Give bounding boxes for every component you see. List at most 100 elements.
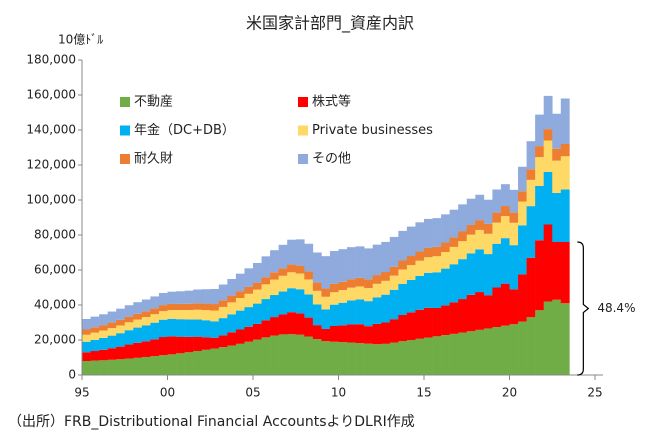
bar-segment <box>535 114 544 147</box>
legend-swatch <box>298 125 308 136</box>
bar-segment <box>218 318 228 336</box>
bar-segment <box>218 306 228 319</box>
bar-segment <box>458 241 468 260</box>
bar-segment <box>278 244 288 269</box>
legend-swatch <box>298 97 308 107</box>
bar-segment <box>398 269 408 284</box>
bar-segment <box>312 282 322 291</box>
bar-segment <box>406 226 416 256</box>
bar-segment <box>150 314 160 323</box>
bar-segment <box>338 249 348 282</box>
bar-segment <box>329 251 339 284</box>
bar-segment <box>150 296 160 309</box>
bar-segment <box>552 160 562 193</box>
bar-segment <box>321 309 331 329</box>
bar-segment <box>184 290 194 304</box>
bar-segment <box>441 242 450 252</box>
bar-segment <box>372 244 382 276</box>
bar-segment <box>483 199 493 224</box>
bar-segment <box>398 341 408 375</box>
bar-segment <box>116 346 126 360</box>
bar-segment <box>475 229 485 250</box>
bar-segment <box>372 323 382 345</box>
bar-segment <box>432 336 442 375</box>
chart-title: 米国家計部門_資産内訳 <box>246 14 414 34</box>
bar-segment <box>270 335 279 375</box>
bar-segment <box>347 287 356 301</box>
bar-segment <box>364 301 373 327</box>
bar-segment <box>253 263 262 283</box>
bar-segment <box>201 310 211 321</box>
bar-segment <box>133 327 143 343</box>
bar-segment <box>424 218 433 248</box>
bar-segment <box>176 310 185 320</box>
bar-segment <box>210 304 220 311</box>
bar-segment <box>458 299 468 333</box>
bar-segment <box>295 239 305 266</box>
bar-segment <box>475 220 485 230</box>
bar-segment <box>338 281 348 291</box>
bar-segment <box>244 286 254 294</box>
bar-segment <box>158 293 168 306</box>
bar-segment <box>560 98 570 144</box>
bar-segment <box>466 294 476 332</box>
bar-segment <box>150 322 160 340</box>
bar-segment <box>355 343 365 375</box>
bar-segment <box>312 252 322 283</box>
bar-segment <box>304 294 314 318</box>
bar-segment <box>543 140 553 172</box>
bar-segment <box>475 329 485 375</box>
bar-segment <box>107 322 117 329</box>
bar-segment <box>244 268 254 287</box>
bar-segment <box>82 319 91 330</box>
bar-segment <box>167 318 177 337</box>
bar-segment <box>150 308 160 315</box>
bar-segment <box>193 303 202 310</box>
bar-segment <box>201 320 211 338</box>
bar-segment <box>304 317 314 337</box>
bar-segment <box>432 256 442 273</box>
bar-segment <box>338 302 348 326</box>
bar-segment <box>475 194 485 221</box>
bar-segment <box>492 243 502 288</box>
bar-segment <box>389 266 399 276</box>
bar-segment <box>278 334 288 375</box>
bar-segment <box>424 257 433 273</box>
bar-segment <box>295 265 305 274</box>
bar-segment <box>424 247 433 258</box>
bar-segment <box>432 218 442 247</box>
bar-segment <box>193 309 202 320</box>
bar-segment <box>227 314 237 333</box>
bar-segment <box>381 272 391 281</box>
bar-segment <box>432 307 442 337</box>
bar-segment <box>355 286 365 300</box>
bar-segment <box>526 141 536 170</box>
bar-segment <box>381 241 391 273</box>
bar-segment <box>116 308 126 320</box>
bar-segment <box>270 272 279 280</box>
bar-segment <box>82 341 91 353</box>
bar-segment <box>329 304 339 326</box>
bar-segment <box>398 314 408 342</box>
bar-segment <box>218 300 228 307</box>
y-tick-label: 20,000 <box>34 333 76 347</box>
y-tick-label: 100,000 <box>26 193 76 207</box>
bar-segment <box>99 330 108 338</box>
bar-segment <box>227 345 237 375</box>
bar-segment <box>99 349 108 361</box>
bar-segment <box>492 212 502 223</box>
bar-segment <box>99 337 108 350</box>
bar-segment <box>124 330 134 345</box>
bar-segment <box>270 317 279 336</box>
bar-segment <box>150 339 160 357</box>
bar-segment <box>141 311 151 318</box>
legend-label: Private businesses <box>312 123 433 138</box>
annotation: 48.4% <box>597 301 635 315</box>
bar-segment <box>133 319 143 328</box>
bar-segment <box>210 348 220 375</box>
bar-segment <box>184 352 194 375</box>
bar-segment <box>560 242 570 304</box>
bar-segment <box>415 309 425 339</box>
